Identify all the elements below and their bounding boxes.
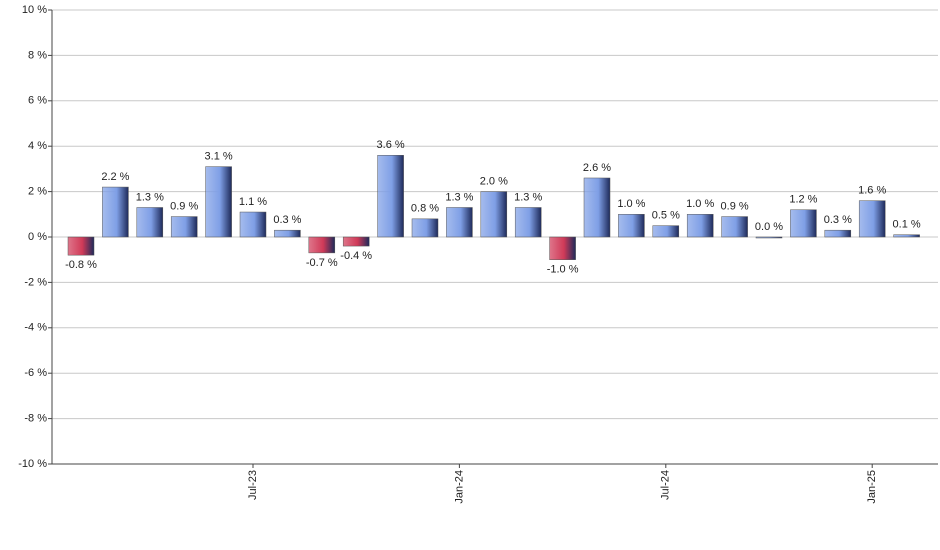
value-label: -0.7 % bbox=[306, 257, 338, 269]
x-tick-label: Jul-23 bbox=[247, 470, 259, 500]
bar bbox=[858, 200, 886, 238]
y-tick-label: 6 % bbox=[28, 95, 47, 107]
value-label: 2.0 % bbox=[480, 176, 508, 188]
value-label: 0.0 % bbox=[755, 221, 783, 233]
value-label: 0.5 % bbox=[652, 210, 680, 222]
bar bbox=[790, 209, 817, 238]
bar bbox=[102, 186, 129, 238]
value-label: 1.2 % bbox=[789, 194, 817, 206]
bar bbox=[618, 214, 645, 238]
bar bbox=[721, 216, 748, 238]
bar bbox=[686, 214, 714, 238]
value-label: 1.3 % bbox=[514, 191, 542, 203]
value-label: 2.2 % bbox=[101, 171, 129, 183]
value-label: 1.0 % bbox=[617, 198, 645, 210]
value-label: -0.8 % bbox=[65, 259, 97, 271]
value-label: 3.1 % bbox=[205, 151, 233, 163]
bar bbox=[446, 207, 473, 238]
bar bbox=[652, 225, 680, 238]
bar bbox=[170, 216, 198, 238]
value-label: 0.8 % bbox=[411, 203, 439, 215]
bar bbox=[411, 218, 439, 238]
bar bbox=[549, 236, 576, 260]
y-tick-label: 0 % bbox=[28, 231, 47, 243]
bar bbox=[755, 236, 783, 239]
x-tick-label: Jan-25 bbox=[866, 470, 878, 504]
y-tick-label: 10 % bbox=[22, 4, 47, 16]
y-tick-label: -6 % bbox=[24, 367, 47, 379]
bar bbox=[893, 234, 920, 238]
y-tick-label: -4 % bbox=[24, 322, 47, 334]
bar bbox=[377, 155, 404, 238]
bar bbox=[514, 207, 542, 238]
value-label: 1.0 % bbox=[686, 198, 714, 210]
value-label: 1.6 % bbox=[858, 185, 886, 197]
bar bbox=[308, 236, 336, 254]
bar bbox=[480, 191, 508, 238]
value-label: 1.3 % bbox=[136, 191, 164, 203]
value-label: 0.3 % bbox=[273, 214, 301, 226]
value-label: 3.6 % bbox=[377, 139, 405, 151]
value-label: -1.0 % bbox=[547, 264, 579, 276]
value-label: 0.1 % bbox=[893, 219, 921, 231]
value-label: 0.9 % bbox=[170, 200, 198, 212]
value-label: 1.3 % bbox=[445, 191, 473, 203]
bar bbox=[342, 236, 370, 247]
y-tick-label: 8 % bbox=[28, 49, 47, 61]
value-label: 2.6 % bbox=[583, 162, 611, 174]
x-tick-label: Jan-24 bbox=[453, 470, 465, 504]
bar bbox=[824, 229, 852, 238]
y-tick-label: -2 % bbox=[24, 276, 47, 288]
value-label: 0.3 % bbox=[824, 214, 852, 226]
y-tick-label: 2 % bbox=[28, 186, 47, 198]
bar bbox=[205, 166, 232, 238]
bar bbox=[136, 207, 164, 238]
x-tick-label: Jul-24 bbox=[660, 470, 672, 500]
value-label: 1.1 % bbox=[239, 196, 267, 208]
value-label: 0.9 % bbox=[721, 200, 749, 212]
y-tick-label: -8 % bbox=[24, 413, 47, 425]
value-label: -0.4 % bbox=[340, 250, 372, 262]
y-tick-label: -10 % bbox=[18, 458, 47, 470]
bar bbox=[583, 177, 611, 238]
y-tick-label: 4 % bbox=[28, 140, 47, 152]
bar bbox=[67, 236, 95, 256]
bar bbox=[239, 211, 267, 238]
bar bbox=[274, 229, 301, 238]
